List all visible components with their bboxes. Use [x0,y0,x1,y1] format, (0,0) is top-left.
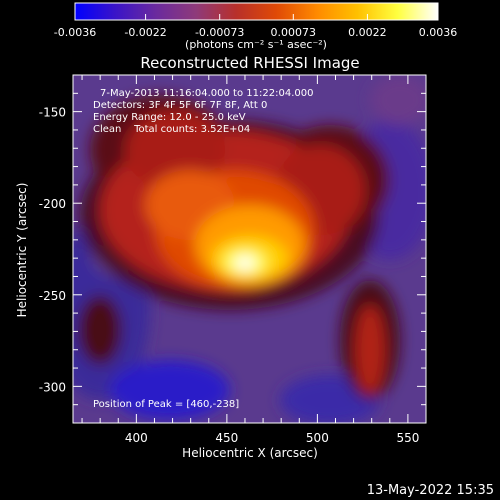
colorbar-tick-label: 0.00073 [271,26,317,39]
annotation-detectors: Detectors: 3F 4F 5F 6F 7F 8F, Att 0 [93,100,267,111]
heatmap-image [73,75,426,423]
y-tick-label: -300 [39,380,66,394]
x-axis: 400 450 500 550 [81,75,427,445]
y-tick-label: -250 [39,289,66,303]
colorbar-tick-label: -0.0036 [54,26,96,39]
colorbar-tick-label: 0.0036 [419,26,458,39]
x-tick-label: 500 [306,431,329,445]
x-axis-label: Heliocentric X (arcsec) [182,446,318,460]
plot-frame [72,74,427,424]
colorbar: -0.0036 -0.0022 -0.00073 0.00073 0.0022 0.003… [54,2,457,51]
x-tick-label: 550 [396,431,419,445]
annotation-block: 7-May-2013 11:16:04.000 to 11:22:04.000 … [93,88,313,135]
colorbar-ticks: -0.0036 -0.0022 -0.00073 0.00073 0.0022 0.003… [54,14,457,39]
chart-title: Reconstructed RHESSI Image [140,54,359,72]
y-axis: -150 -200 -250 -300 [39,74,426,424]
y-tick-label: -200 [39,197,66,211]
y-axis-label: Heliocentric Y (arcsec) [15,183,29,318]
annotation-energy-range: Energy Range: 12.0 - 25.0 keV [93,112,246,123]
footer-timestamp: 13-May-2022 15:35 [367,483,494,498]
annotation-clean-counts: Clean Total counts: 3.52E+04 [93,124,250,135]
colorbar-tick-label: -0.00073 [195,26,244,39]
y-tick-label: -150 [39,106,66,120]
x-tick-label: 450 [215,431,238,445]
annotation-time-range: 7-May-2013 11:16:04.000 to 11:22:04.000 [100,88,313,99]
colorbar-units-label: (photons cm⁻² s⁻¹ asec⁻²) [185,38,327,51]
colorbar-tick-label: 0.0022 [348,26,387,39]
colorbar-tick-label: -0.0022 [124,26,166,39]
peak-position-label: Position of Peak = [460,-238] [93,399,239,410]
colorbar-gradient [74,2,439,21]
x-tick-label: 400 [125,431,148,445]
